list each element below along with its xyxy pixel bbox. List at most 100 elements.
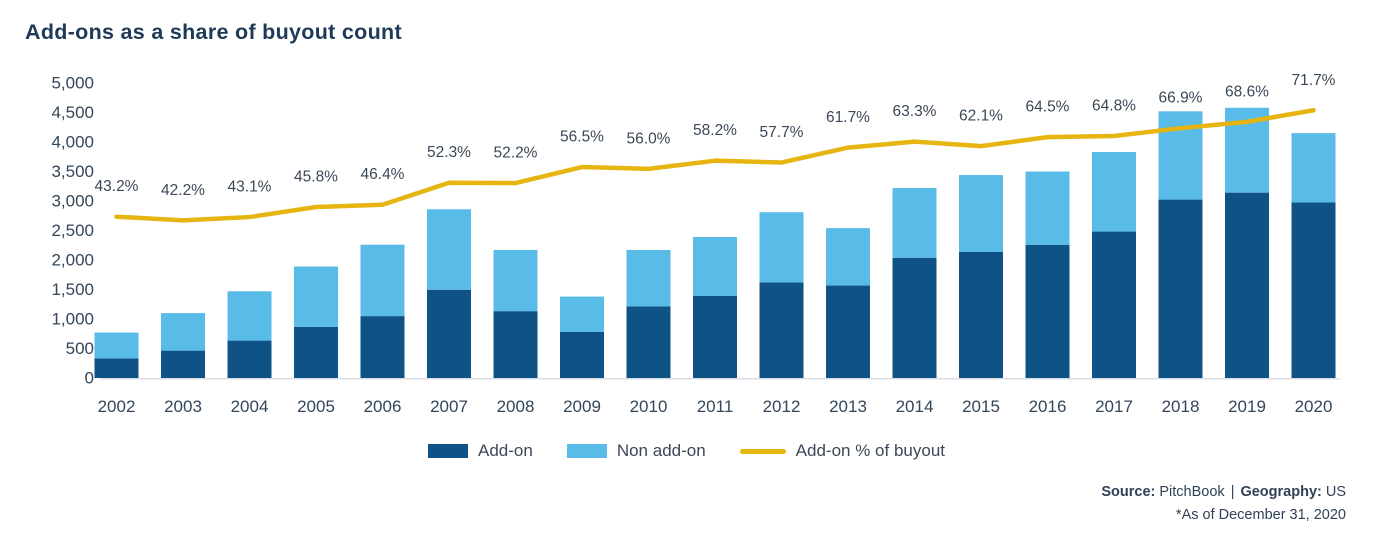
bar-segment-non-addon-2007	[427, 209, 471, 290]
bar-segment-addon-2013	[826, 285, 870, 378]
bar-segment-non-addon-2012	[759, 212, 804, 283]
pct-data-label: 52.2%	[494, 145, 538, 162]
x-tick-label: 2002	[98, 397, 136, 416]
x-tick-label: 2015	[962, 397, 1000, 416]
footer-divider: |	[1230, 484, 1235, 500]
bar-segment-addon-2020	[1291, 202, 1336, 378]
pct-line	[114, 108, 1316, 223]
pct-data-label: 68.6%	[1225, 83, 1269, 100]
y-tick-label: 1,500	[51, 280, 94, 299]
x-tick-label: 2010	[630, 397, 668, 416]
pct-data-label: 66.9%	[1159, 90, 1203, 107]
y-tick-label: 4,000	[51, 133, 94, 152]
bar-segment-non-addon-2009	[560, 296, 604, 332]
y-tick-label: 0	[85, 369, 94, 388]
bar-segment-addon-2002	[94, 358, 139, 378]
x-tick-label: 2016	[1029, 397, 1067, 416]
pct-data-label: 64.5%	[1026, 99, 1070, 116]
legend-label-pct-line: Add-on % of buyout	[795, 441, 945, 460]
bar-segment-non-addon-2016	[1025, 171, 1070, 245]
bar-segment-non-addon-2017	[1092, 152, 1136, 232]
x-tick-label: 2019	[1228, 397, 1266, 416]
bar-segment-non-addon-2013	[826, 228, 870, 286]
chart-title: Add-ons as a share of buyout count	[25, 20, 402, 44]
source-label: Source:	[1101, 484, 1156, 500]
bar-segment-non-addon-2010	[626, 249, 671, 307]
legend-label-addon: Add-on	[478, 441, 533, 460]
bar-segment-addon-2011	[693, 295, 737, 378]
bar-segment-non-addon-2015	[959, 175, 1003, 252]
pct-data-label: 58.2%	[693, 122, 737, 139]
bar-segment-non-addon-2003	[161, 313, 205, 351]
bar-segment-addon-2018	[1158, 199, 1203, 378]
x-tick-label: 2012	[763, 397, 801, 416]
geography-value: US	[1325, 484, 1346, 500]
pct-data-label: 42.2%	[161, 182, 205, 199]
legend-item-pct-line: Add-on % of buyout	[739, 441, 945, 461]
y-tick-label: 5,000	[51, 74, 94, 93]
y-tick-label: 3,500	[51, 162, 94, 181]
legend-item-addon: Add-on	[428, 441, 533, 461]
addon-swatch-icon	[428, 444, 468, 458]
bar-segment-addon-2017	[1092, 231, 1136, 378]
x-tick-label: 2006	[364, 397, 402, 416]
pct-data-label: 63.3%	[893, 103, 937, 120]
bar-segment-non-addon-2020	[1291, 133, 1336, 203]
legend: Add-on Non add-on Add-on % of buyout	[0, 441, 1373, 461]
x-tick-label: 2020	[1295, 397, 1333, 416]
pct-data-label: 57.7%	[760, 124, 804, 141]
bar-segment-non-addon-2008	[493, 249, 538, 312]
bar-segment-addon-2014	[892, 257, 937, 378]
y-tick-label: 500	[66, 339, 94, 358]
x-tick-label: 2017	[1095, 397, 1133, 416]
pct-data-label: 45.8%	[294, 168, 338, 185]
pct-data-label: 56.0%	[627, 130, 671, 147]
bar-segment-addon-2010	[626, 306, 671, 378]
geography-label: Geography:	[1240, 484, 1322, 500]
x-tick-label: 2005	[297, 397, 335, 416]
bar-segment-addon-2019	[1225, 192, 1269, 378]
x-tick-label: 2018	[1162, 397, 1200, 416]
bar-segment-non-addon-2014	[892, 188, 937, 258]
bar-segment-addon-2007	[427, 289, 471, 378]
pct-data-label: 71.7%	[1292, 72, 1336, 89]
pct-data-label: 43.1%	[228, 179, 272, 196]
stacked-bar-line-chart: 0 500 1,000 1,500 2,000 2,500 3,000 3,500 4,000 4…	[51, 72, 1340, 416]
y-tick-label: 2,500	[51, 221, 94, 240]
bar-segment-addon-2004	[227, 340, 272, 378]
footer-asof-line: *As of December 31, 2020	[1175, 507, 1346, 523]
pct-line-swatch-icon	[739, 448, 786, 454]
x-tick-label: 2009	[563, 397, 601, 416]
bar-segment-addon-2005	[294, 326, 338, 378]
pct-data-label: 56.5%	[560, 129, 604, 146]
pct-data-label: 61.7%	[826, 109, 870, 126]
bar-segment-non-addon-2004	[227, 291, 272, 341]
x-tick-label: 2013	[829, 397, 867, 416]
bar-segment-addon-2008	[493, 311, 538, 378]
x-tick-label: 2008	[497, 397, 535, 416]
bar-segment-addon-2006	[360, 316, 405, 378]
bar-segment-non-addon-2002	[94, 332, 139, 359]
x-tick-label: 2003	[164, 397, 202, 416]
x-tick-label: 2007	[430, 397, 468, 416]
pct-data-label: 46.4%	[361, 166, 405, 183]
x-tick-label: 2014	[896, 397, 934, 416]
y-tick-label: 4,500	[51, 103, 94, 122]
bar-segment-non-addon-2005	[294, 266, 338, 327]
pct-data-label: 52.3%	[427, 144, 471, 161]
x-tick-label: 2004	[231, 397, 269, 416]
bar-segment-addon-2009	[560, 331, 604, 378]
bar-segment-addon-2016	[1025, 244, 1070, 378]
bar-segment-addon-2003	[161, 350, 205, 378]
legend-item-non-addon: Non add-on	[566, 441, 706, 461]
non-addon-swatch-icon	[566, 444, 607, 458]
bar-segment-addon-2015	[959, 251, 1003, 378]
y-tick-label: 2,000	[51, 251, 94, 270]
pct-data-label: 43.2%	[95, 178, 139, 195]
footer: Source: PitchBook | Geography: US *As of Dec…	[1101, 481, 1346, 527]
pct-data-label: 62.1%	[959, 108, 1003, 125]
y-tick-label: 3,000	[51, 192, 94, 211]
bar-segment-non-addon-2006	[360, 244, 405, 317]
legend-label-non-addon: Non add-on	[616, 441, 706, 460]
